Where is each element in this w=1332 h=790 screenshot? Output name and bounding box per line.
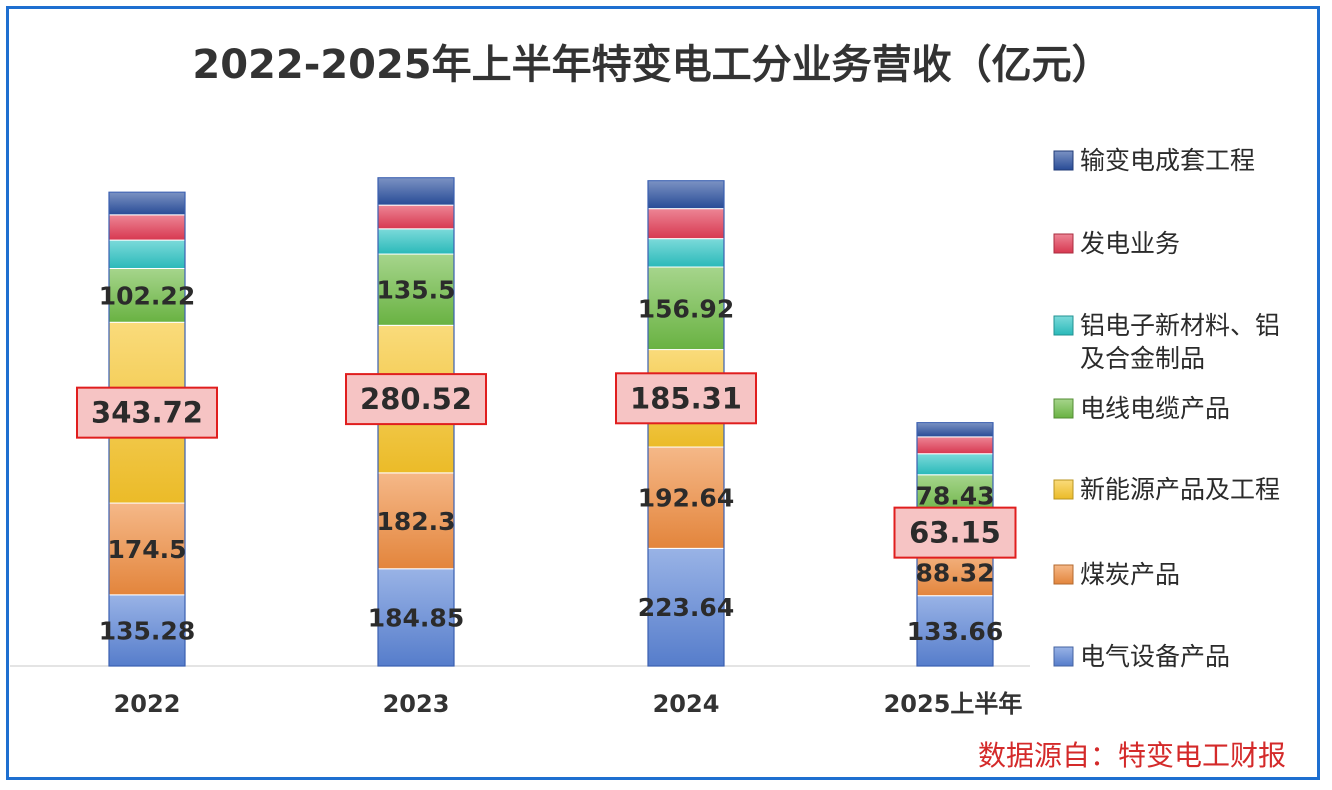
bar-电线电缆产品-2024	[647, 266, 725, 351]
highlight-box-2023	[345, 373, 487, 426]
legend-swatch-发电业务	[1053, 233, 1074, 254]
x-tick-label-2025上半年: 2025上半年	[884, 690, 1023, 718]
data-label-新能源产品及工程-2025上半年: 63.15	[909, 516, 1001, 550]
legend-label-发电业务: 发电业务	[1080, 229, 1180, 258]
chart-frame	[6, 6, 1320, 780]
data-label-电线电缆产品-2025上半年: 78.43	[915, 481, 994, 510]
legend-swatch-电气设备产品	[1053, 646, 1074, 667]
data-label-电气设备产品-2024: 223.64	[638, 593, 734, 622]
bar-发电业务-2023	[377, 204, 455, 230]
data-labels-group: 135.28 174.5 343.72 102.22 184.85 182.3 280.52…	[76, 276, 1017, 646]
legend: 输变电成套工程发电业务铝电子新材料、铝及合金制品电线电缆产品新能源产品及工程煤炭…	[1053, 146, 1280, 671]
data-label-新能源产品及工程-2022: 343.72	[91, 396, 203, 430]
highlight-box-2025上半年	[893, 506, 1017, 559]
x-tick-label-2023: 2023	[383, 690, 450, 718]
bar-发电业务-2025上半年	[916, 436, 994, 455]
bar-电气设备产品-2024	[647, 547, 725, 667]
data-label-新能源产品及工程-2023: 280.52	[360, 382, 472, 416]
chart-title: 2022-2025年上半年特变电工分业务营收（亿元）	[192, 42, 1111, 88]
data-label-电线电缆产品-2022: 102.22	[99, 281, 195, 310]
bar-输变电成套工程-2022	[108, 191, 186, 216]
legend-swatch-煤炭产品	[1053, 564, 1074, 585]
bar-铝电子新材料-铝及合金制品-2023	[377, 228, 455, 255]
data-label-煤炭产品-2023: 182.3	[376, 507, 455, 536]
data-label-新能源产品及工程-2024: 185.31	[630, 381, 742, 415]
source-note: 数据源自：特变电工财报	[978, 739, 1286, 772]
legend-swatch-输变电成套工程	[1053, 150, 1074, 171]
x-axis-ticks: 2022 2023 2024 2025上半年	[114, 690, 1023, 718]
legend-label-新能源产品及工程: 新能源产品及工程	[1080, 475, 1280, 504]
legend-label-输变电成套工程: 输变电成套工程	[1080, 146, 1255, 175]
highlight-box-2022	[76, 386, 218, 439]
legend-label-铝电子新材料-铝及合金制品: 铝电子新材料、铝及合金制品	[1080, 311, 1280, 373]
x-tick-label-2022: 2022	[114, 690, 181, 718]
bar-铝电子新材料-铝及合金制品-2025上半年	[916, 453, 994, 476]
data-label-电气设备产品-2022: 135.28	[99, 616, 195, 645]
legend-label-电线电缆产品: 电线电缆产品	[1080, 394, 1230, 423]
bar-铝电子新材料-铝及合金制品-2022	[108, 239, 186, 269]
x-tick-label-2024: 2024	[653, 690, 720, 718]
bar-铝电子新材料-铝及合金制品-2024	[647, 238, 725, 268]
legend-swatch-电线电缆产品	[1053, 398, 1074, 419]
data-label-煤炭产品-2024: 192.64	[638, 484, 734, 513]
bar-输变电成套工程-2024	[647, 180, 725, 210]
bar-发电业务-2022	[108, 214, 186, 241]
data-label-煤炭产品-2025上半年: 88.32	[915, 558, 994, 587]
data-label-电线电缆产品-2023: 135.5	[376, 276, 455, 305]
data-label-电线电缆产品-2024: 156.92	[638, 294, 734, 323]
legend-label-煤炭产品: 煤炭产品	[1080, 560, 1180, 589]
bar-输变电成套工程-2023	[377, 177, 455, 206]
data-label-电气设备产品-2025上半年: 133.66	[907, 617, 1003, 646]
legend-swatch-铝电子新材料-铝及合金制品	[1053, 315, 1074, 336]
data-label-电气设备产品-2023: 184.85	[368, 603, 464, 632]
data-label-煤炭产品-2022: 174.5	[107, 535, 186, 564]
bar-发电业务-2024	[647, 208, 725, 240]
legend-label-电气设备产品: 电气设备产品	[1080, 642, 1230, 671]
bar-电线电缆产品-2023	[377, 253, 455, 326]
bar-输变电成套工程-2025上半年	[916, 422, 994, 438]
bar-电线电缆产品-2022	[108, 267, 186, 323]
bar-电气设备产品-2025上半年	[916, 595, 994, 667]
highlight-box-2024	[615, 372, 757, 425]
legend-swatch-新能源产品及工程	[1053, 479, 1074, 500]
